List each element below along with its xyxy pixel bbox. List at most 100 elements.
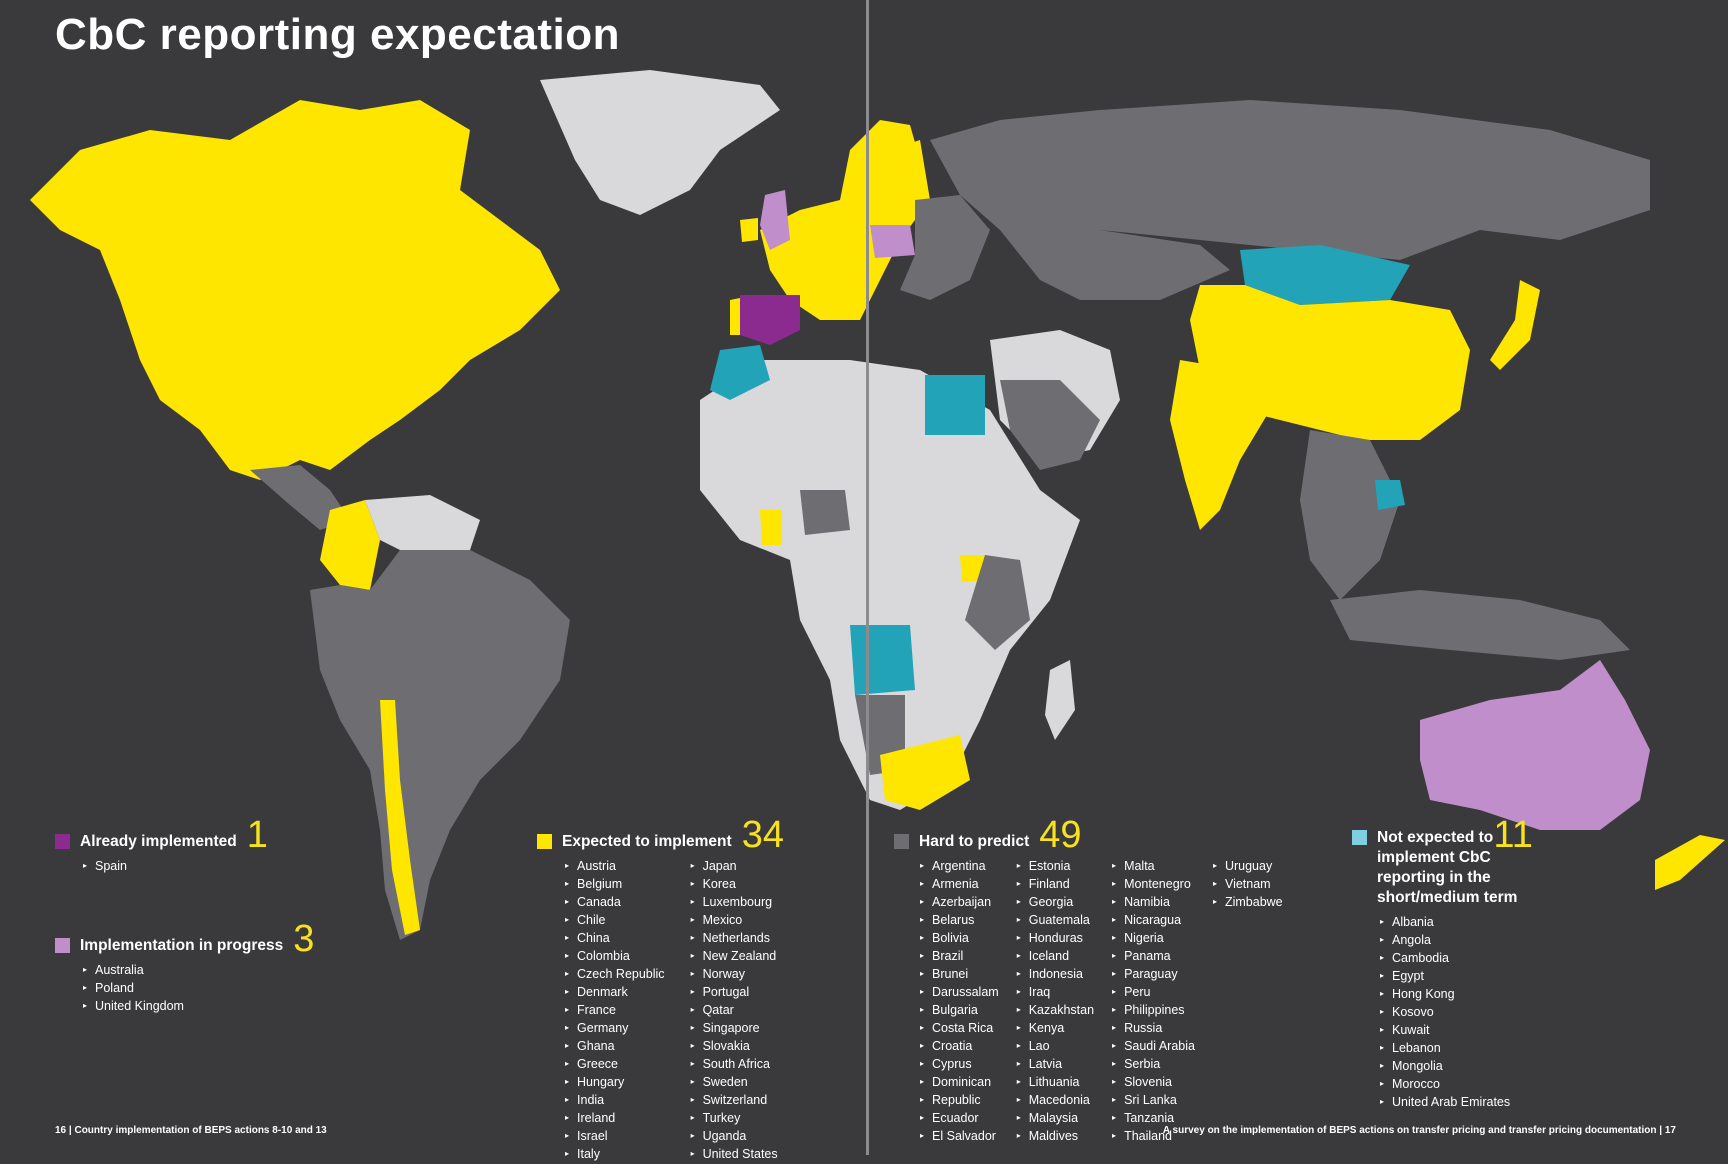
region-se-asia	[1300, 430, 1400, 600]
list-item: Guatemala	[1017, 912, 1094, 930]
list-item: Lao	[1017, 1038, 1094, 1056]
list-item: Lithuania	[1017, 1074, 1094, 1092]
legend-label: Hard to predict	[919, 833, 1030, 850]
region-eastern-europe	[900, 195, 990, 300]
list-item: Morocco	[1380, 1076, 1533, 1094]
list-item: Qatar	[691, 1002, 778, 1020]
list-item: Croatia	[920, 1038, 999, 1056]
list-item: Darussalam	[920, 984, 999, 1002]
region-egypt	[925, 375, 985, 435]
country-list-col2: EstoniaFinlandGeorgiaGuatemalaHondurasIc…	[1017, 858, 1094, 1146]
list-item: Belgium	[565, 876, 665, 894]
list-item: El Salvador	[920, 1128, 999, 1146]
swatch-not-expected	[1352, 830, 1367, 845]
list-item: Switzerland	[691, 1092, 778, 1110]
list-item: Iceland	[1017, 948, 1094, 966]
list-item: Israel	[565, 1128, 665, 1146]
list-item: Portugal	[691, 984, 778, 1002]
footer-left: 16 | Country implementation of BEPS acti…	[55, 1125, 327, 1136]
list-item: Serbia	[1112, 1056, 1195, 1074]
list-item: Angola	[1380, 932, 1533, 950]
region-madagascar	[1045, 660, 1075, 740]
list-item: Mexico	[691, 912, 778, 930]
region-africa	[700, 360, 1080, 810]
region-mongolia	[1240, 245, 1410, 305]
list-item: Azerbaijan	[920, 894, 999, 912]
list-item: United States	[691, 1146, 778, 1164]
legend-label-line: implement CbC	[1377, 849, 1491, 866]
country-list-col3: MaltaMontenegroNamibiaNicaraguaNigeriaPa…	[1112, 858, 1195, 1146]
country-list-col2: JapanKoreaLuxembourgMexicoNetherlandsNew…	[691, 858, 778, 1164]
region-uganda	[960, 555, 985, 582]
list-item: Estonia	[1017, 858, 1094, 876]
region-indonesia	[1330, 590, 1630, 660]
country-list-col1: AustriaBelgiumCanadaChileChinaColombiaCz…	[565, 858, 665, 1164]
list-item: Greece	[565, 1056, 665, 1074]
region-ghana	[760, 510, 782, 545]
list-item: Germany	[565, 1020, 665, 1038]
legend-implementation-in-progress: Implementation in progress 3 Australia P…	[55, 920, 314, 1016]
list-item: Poland	[83, 980, 314, 998]
list-item: Uruguay	[1213, 858, 1283, 876]
swatch-implementation-in-progress	[55, 938, 70, 953]
region-east-africa	[965, 555, 1030, 650]
region-colombia	[320, 500, 380, 590]
list-item: Sri Lanka	[1112, 1092, 1195, 1110]
list-item: Nigeria	[1112, 930, 1195, 948]
list-item: Spain	[83, 858, 268, 876]
list-item: Latvia	[1017, 1056, 1094, 1074]
list-item: Hungary	[565, 1074, 665, 1092]
list-item: Albania	[1380, 914, 1533, 932]
region-central-asia	[1000, 230, 1230, 300]
list-item: Argentina	[920, 858, 999, 876]
list-item: Macedonia	[1017, 1092, 1094, 1110]
list-item: Honduras	[1017, 930, 1094, 948]
list-item: Luxembourg	[691, 894, 778, 912]
region-japan	[1490, 280, 1540, 370]
list-item: Montenegro	[1112, 876, 1195, 894]
region-central-america	[250, 465, 350, 530]
list-item: Belarus	[920, 912, 999, 930]
list-item: Netherlands	[691, 930, 778, 948]
list-item: Norway	[691, 966, 778, 984]
list-item: Indonesia	[1017, 966, 1094, 984]
list-item: Saudi Arabia	[1112, 1038, 1195, 1056]
list-item: Australia	[83, 962, 314, 980]
list-item: Ireland	[565, 1110, 665, 1128]
list-item: Slovenia	[1112, 1074, 1195, 1092]
country-list-col1: ArgentinaArmeniaAzerbaijanBelarusBolivia…	[920, 858, 999, 1146]
region-new-zealand	[1655, 835, 1725, 890]
country-list: Spain	[83, 858, 268, 876]
list-item: Kazakhstan	[1017, 1002, 1094, 1020]
list-item: Kuwait	[1380, 1022, 1533, 1040]
region-portugal	[730, 298, 740, 335]
country-list: Australia Poland United Kingdom	[83, 962, 314, 1016]
page-title: CbC reporting expectation	[55, 10, 620, 59]
footer-right: A survey on the implementation of BEPS a…	[1162, 1125, 1676, 1136]
list-item: Paraguay	[1112, 966, 1195, 984]
list-item: Russia	[1112, 1020, 1195, 1038]
list-item: Costa Rica	[920, 1020, 999, 1038]
region-russia	[930, 100, 1650, 260]
list-item: Armenia	[920, 876, 999, 894]
legend-label-line: reporting in the	[1377, 869, 1491, 886]
list-item: Finland	[1017, 876, 1094, 894]
list-item: Austria	[565, 858, 665, 876]
swatch-hard-to-predict	[894, 834, 909, 849]
list-item: New Zealand	[691, 948, 778, 966]
list-item: Bulgaria	[920, 1002, 999, 1020]
list-item: Hong Kong	[1380, 986, 1533, 1004]
region-spain	[740, 295, 800, 345]
list-item: Nicaragua	[1112, 912, 1195, 930]
legend-count: 34	[741, 814, 784, 856]
list-item: Iraq	[1017, 984, 1094, 1002]
list-item: Kenya	[1017, 1020, 1094, 1038]
list-item: Zimbabwe	[1213, 894, 1283, 912]
legend-label-line: short/medium term	[1377, 889, 1518, 906]
list-item: Malaysia	[1017, 1110, 1094, 1128]
list-item: Thailand	[1112, 1128, 1195, 1146]
swatch-expected-to-implement	[537, 834, 552, 849]
list-item: Namibia	[1112, 894, 1195, 912]
list-item: China	[565, 930, 665, 948]
